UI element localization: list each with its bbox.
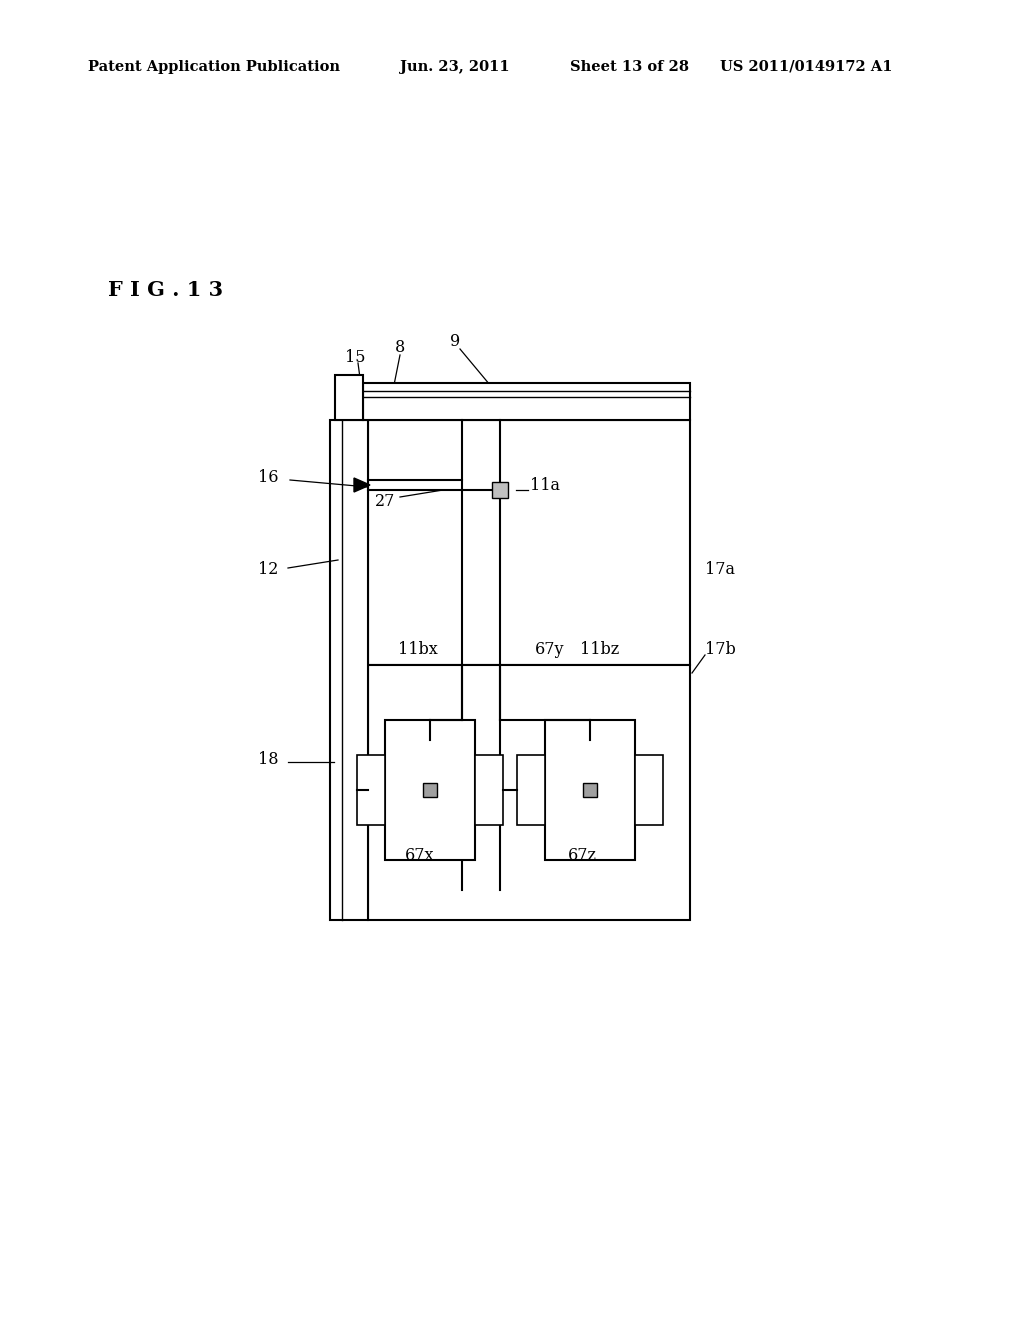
Text: 15: 15 <box>345 350 366 367</box>
Bar <box>357 755 385 825</box>
Text: Jun. 23, 2011: Jun. 23, 2011 <box>400 59 510 74</box>
Text: Patent Application Publication: Patent Application Publication <box>88 59 340 74</box>
Text: 9: 9 <box>450 334 460 351</box>
Bar <box>492 482 508 498</box>
Bar <box>385 719 475 861</box>
Polygon shape <box>354 478 370 492</box>
Bar <box>635 755 663 825</box>
Bar <box>545 719 635 861</box>
Text: 27: 27 <box>375 494 395 511</box>
Bar <box>517 755 545 825</box>
Bar <box>362 383 690 420</box>
Bar <box>475 755 503 825</box>
Text: 11bx: 11bx <box>398 642 437 659</box>
Text: F I G . 1 3: F I G . 1 3 <box>108 280 223 300</box>
Text: 18: 18 <box>258 751 279 768</box>
Text: 11a: 11a <box>530 477 560 494</box>
Text: 16: 16 <box>258 470 279 487</box>
Text: 67x: 67x <box>406 846 434 863</box>
Text: 8: 8 <box>395 339 406 356</box>
Bar <box>330 420 368 920</box>
Text: 67z: 67z <box>568 846 597 863</box>
Text: Sheet 13 of 28: Sheet 13 of 28 <box>570 59 689 74</box>
Bar <box>368 420 690 665</box>
Bar <box>335 375 362 420</box>
Text: 17a: 17a <box>705 561 735 578</box>
Text: 11bz: 11bz <box>580 642 620 659</box>
Text: 12: 12 <box>258 561 279 578</box>
Bar <box>583 783 597 797</box>
Text: 17b: 17b <box>705 642 736 659</box>
Text: US 2011/0149172 A1: US 2011/0149172 A1 <box>720 59 893 74</box>
Bar <box>368 665 690 920</box>
Bar <box>423 783 437 797</box>
Text: 67y: 67y <box>535 642 564 659</box>
